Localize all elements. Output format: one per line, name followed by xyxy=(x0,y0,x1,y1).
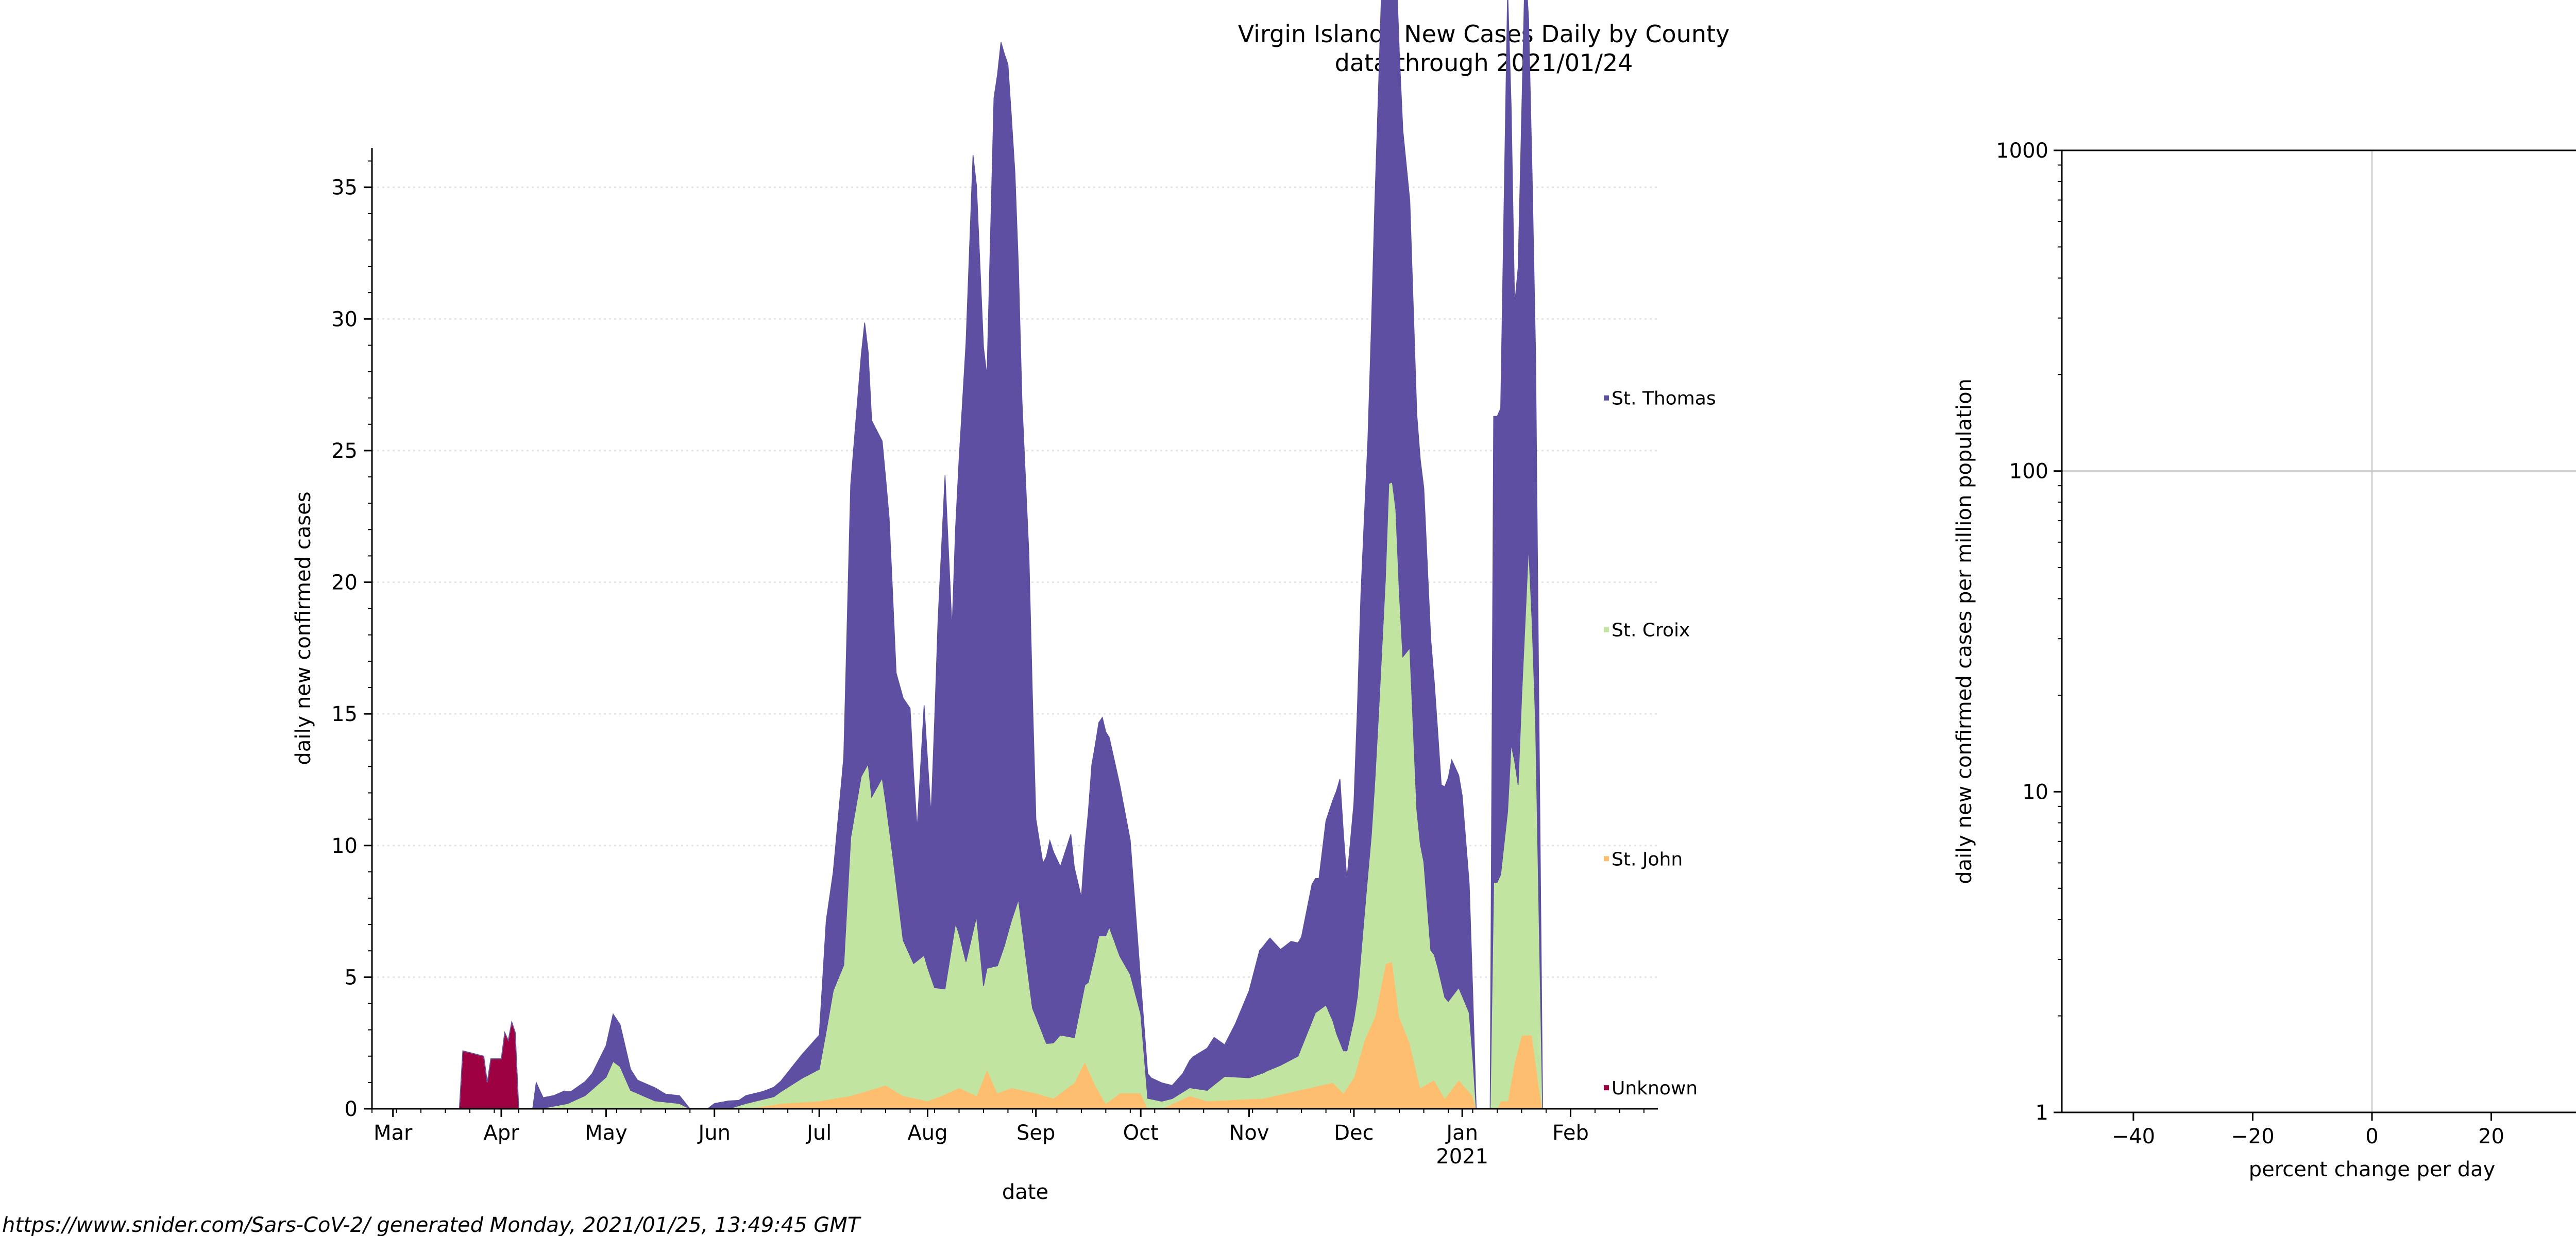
footer-source: https://www.snider.com/Sars-CoV-2/ gener… xyxy=(2,1213,862,1236)
left-axes xyxy=(371,148,1658,1110)
x-tick-label: Aug xyxy=(907,1121,947,1145)
y-tick-label: 10 xyxy=(2022,780,2048,804)
right-y-axis-label: daily new confirmed cases per million po… xyxy=(1953,379,1976,884)
y-tick-label: 15 xyxy=(331,702,358,726)
y-tick-label: 35 xyxy=(331,176,358,200)
x-tick-label: Nov xyxy=(1229,1121,1269,1145)
left-y-ticks: 0 5 10 15 20 25 30 35 xyxy=(331,160,372,1121)
x-tick-label: −40 xyxy=(2112,1125,2155,1148)
legend-label: Unknown xyxy=(1612,1078,1698,1099)
x-tick-label: May xyxy=(585,1121,628,1145)
y-tick-label: 1000 xyxy=(1996,139,2048,163)
x-tick-label: Feb xyxy=(1552,1121,1589,1145)
x-tick-label: Jul xyxy=(805,1121,832,1145)
x-tick-label: 20 xyxy=(2478,1125,2504,1148)
legend-marker xyxy=(1604,627,1609,632)
y-tick-label: 0 xyxy=(345,1097,358,1121)
y-tick-label: 20 xyxy=(331,571,358,595)
y-tick-label: 10 xyxy=(331,834,358,858)
right-y-ticks: 1 10 100 1000 xyxy=(1996,139,2062,1125)
right-plot-frame xyxy=(2061,149,2576,1113)
right-x-ticks: −40−2002040 xyxy=(2112,1112,2504,1148)
y-tick-label: 100 xyxy=(2009,460,2048,484)
x-tick-label: 2021 xyxy=(1436,1145,1488,1169)
x-tick-label: Jun xyxy=(697,1121,731,1145)
legend-label: St. Croix xyxy=(1612,620,1690,641)
legend-label: St. Thomas xyxy=(1612,388,1716,409)
legend-marker xyxy=(1604,1085,1609,1091)
legend-marker xyxy=(1604,856,1609,862)
legend-marker xyxy=(1604,395,1609,401)
series-labels: St. Thomas St. Croix St. John Unknown xyxy=(1604,388,1716,1099)
y-tick-label: 1 xyxy=(2036,1101,2048,1125)
y-tick-label: 5 xyxy=(345,966,358,989)
left-y-axis-label: daily new confirmed cases xyxy=(292,491,315,765)
x-tick-label: Mar xyxy=(374,1121,413,1145)
x-tick-label: Oct xyxy=(1123,1121,1159,1145)
stacked-areas xyxy=(459,0,1544,1109)
x-tick-label: Sep xyxy=(1016,1121,1055,1145)
x-tick-label: Apr xyxy=(483,1121,519,1145)
chart-title: Virgin Islands New Cases Daily by County xyxy=(1238,20,1730,48)
x-tick-label: −20 xyxy=(2231,1125,2274,1148)
x-tick-label: Jan xyxy=(1445,1121,1478,1145)
legend-label: St. John xyxy=(1612,849,1683,870)
right-axes xyxy=(2061,149,2576,1113)
right-x-axis-label: percent change per day xyxy=(2249,1158,2496,1181)
left-x-axis-label: date xyxy=(1002,1180,1048,1204)
reference-lines xyxy=(2062,150,2576,1112)
y-tick-label: 25 xyxy=(331,439,358,463)
x-tick-label: Dec xyxy=(1334,1121,1374,1145)
x-tick-label: 0 xyxy=(2365,1125,2378,1148)
y-tick-label: 30 xyxy=(331,307,358,331)
